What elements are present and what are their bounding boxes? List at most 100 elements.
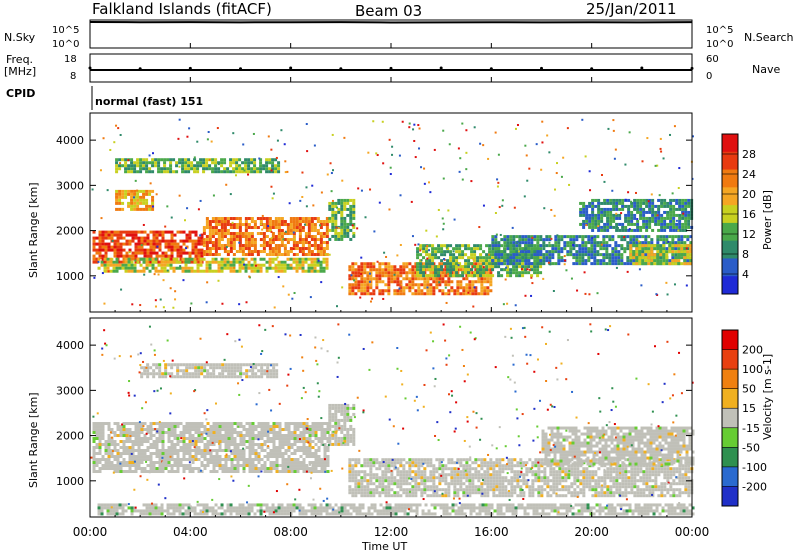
heatmap-cell <box>127 269 131 273</box>
heatmap-cell <box>253 238 257 242</box>
heatmap-cell <box>236 458 240 462</box>
heatmap-cell <box>340 204 344 208</box>
heatmap-cell <box>268 250 272 254</box>
heatmap-cell <box>227 467 231 471</box>
heatmap-cell <box>158 449 162 453</box>
heatmap-speckle <box>494 212 497 215</box>
heatmap-cell <box>169 260 173 264</box>
heatmap-speckle <box>611 189 614 192</box>
heatmap-cell <box>340 439 344 443</box>
heatmap-cell <box>277 247 281 251</box>
heatmap-cell <box>208 253 212 257</box>
heatmap-cell <box>287 443 291 447</box>
heatmap-cell <box>140 428 144 432</box>
heatmap-cell <box>470 253 474 257</box>
heatmap-cell <box>420 479 424 483</box>
heatmap-cell <box>429 283 433 287</box>
heatmap-cell <box>396 467 400 471</box>
heatmap-cell <box>256 217 260 221</box>
heatmap-cell <box>423 283 427 287</box>
heatmap-cell <box>665 253 669 257</box>
heatmap-cell <box>278 446 282 450</box>
heatmap-cell <box>405 470 409 474</box>
heatmap-cell <box>539 244 543 248</box>
heatmap-cell <box>684 219 688 223</box>
heatmap-cell <box>645 228 649 232</box>
heatmap-cell <box>125 437 129 441</box>
heatmap-cell <box>235 164 239 168</box>
heatmap-cell <box>244 244 248 248</box>
heatmap-cell <box>113 464 117 468</box>
heatmap-speckle <box>616 226 619 229</box>
heatmap-cell <box>197 254 201 258</box>
heatmap-cell <box>119 452 123 456</box>
heatmap-cell <box>375 467 379 471</box>
heatmap-cell <box>387 262 391 266</box>
heatmap-cell <box>334 237 338 241</box>
heatmap-cell <box>618 228 622 232</box>
heatmap-cell <box>654 216 658 220</box>
heatmap-cell <box>689 241 693 245</box>
heatmap-cell <box>265 170 269 174</box>
heatmap-cell <box>378 464 382 468</box>
heatmap-speckle <box>535 143 538 146</box>
heatmap-cell <box>360 277 364 281</box>
heatmap-cell <box>351 473 355 477</box>
heatmap-cell <box>217 269 221 273</box>
heatmap-cell <box>269 464 273 468</box>
heatmap-cell <box>449 274 453 278</box>
heatmap-speckle <box>208 158 211 161</box>
heatmap-cell <box>176 440 180 444</box>
heatmap-speckle <box>336 206 339 209</box>
heatmap-cell <box>503 235 507 239</box>
heatmap-cell <box>480 262 484 266</box>
heatmap-cell <box>593 259 597 263</box>
heatmap-cell <box>354 268 358 272</box>
heatmap-cell <box>271 223 275 227</box>
heatmap-cell <box>253 247 257 251</box>
heatmap-cell <box>429 485 433 489</box>
heatmap-cell <box>662 250 666 254</box>
heatmap-cell <box>145 204 149 208</box>
heatmap-cell <box>98 452 102 456</box>
heatmap-cell <box>253 220 257 224</box>
heatmap-cell <box>302 434 306 438</box>
heatmap-cell <box>172 260 176 264</box>
heatmap-cell <box>369 479 373 483</box>
heatmap-cell <box>211 235 215 239</box>
heatmap-cell <box>196 263 200 267</box>
heatmap-cell <box>606 213 610 217</box>
heatmap-cell <box>578 256 582 260</box>
heatmap-cell <box>176 437 180 441</box>
heatmap-cell <box>468 292 472 296</box>
heatmap-cell <box>296 434 300 438</box>
heatmap-cell <box>266 434 270 438</box>
heatmap-cell <box>635 250 639 254</box>
heatmap-cell <box>593 256 597 260</box>
heatmap-cell <box>277 167 281 171</box>
heatmap-cell <box>134 260 138 264</box>
heatmap-cell <box>334 415 338 419</box>
heatmap-cell <box>176 464 180 468</box>
heatmap-cell <box>103 257 107 261</box>
heatmap-cell <box>645 216 649 220</box>
heatmap-cell <box>308 431 312 435</box>
heatmap-cell <box>405 476 409 480</box>
heatmap-cell <box>182 464 186 468</box>
heatmap-speckle <box>143 273 146 276</box>
heatmap-cell <box>311 428 315 432</box>
heatmap-cell <box>302 464 306 468</box>
heatmap-speckle <box>206 138 209 141</box>
heatmap-cell <box>591 225 595 229</box>
heatmap-cell <box>357 265 361 269</box>
heatmap-cell <box>378 491 382 495</box>
heatmap-cell <box>265 244 269 248</box>
heatmap-cell <box>272 455 276 459</box>
heatmap-cell <box>209 437 213 441</box>
heatmap-cell <box>366 458 370 462</box>
heatmap-cell <box>244 232 248 236</box>
heatmap-cell <box>118 192 122 196</box>
heatmap-cell <box>257 443 261 447</box>
heatmap-cell <box>202 253 206 257</box>
heatmap-cell <box>95 461 99 465</box>
